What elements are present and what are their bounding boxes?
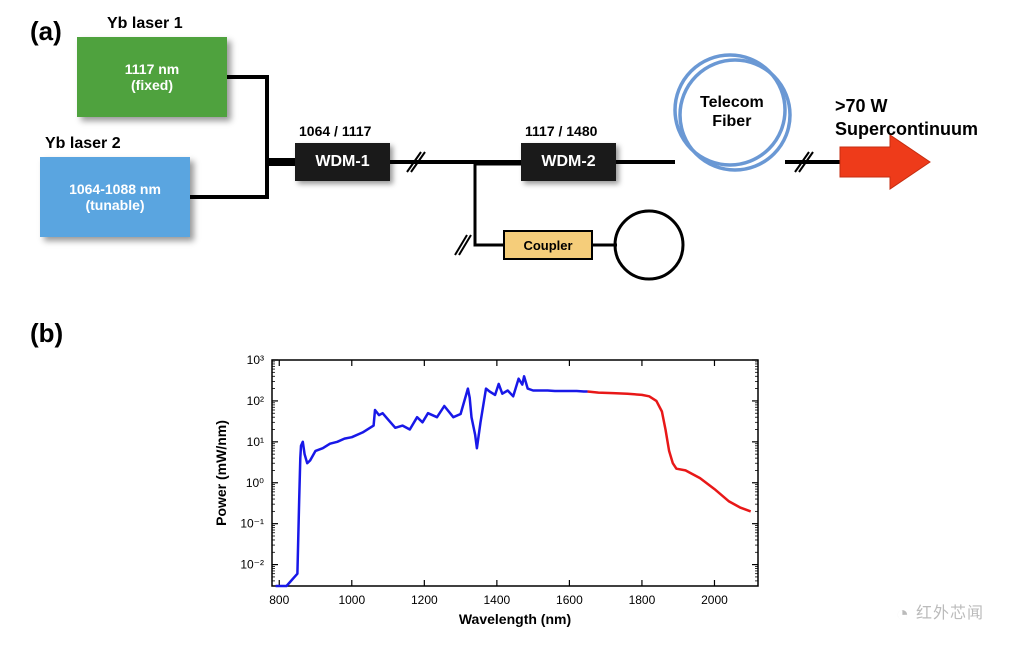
svg-text:Power (mW/nm): Power (mW/nm) (213, 420, 229, 526)
svg-text:1200: 1200 (411, 593, 438, 607)
svg-text:10⁰: 10⁰ (246, 476, 264, 490)
svg-text:1400: 1400 (484, 593, 511, 607)
svg-text:10²: 10² (247, 394, 264, 408)
svg-text:10³: 10³ (247, 353, 264, 367)
wdm1-box: WDM-1 (295, 143, 390, 181)
wdm2-box: WDM-2 (521, 143, 616, 181)
diagram-lines (35, 25, 975, 305)
diagram-a: Yb laser 1 1117 nm (fixed) Yb laser 2 10… (35, 25, 975, 305)
svg-text:10⁻²: 10⁻² (240, 558, 264, 572)
svg-text:2000: 2000 (701, 593, 728, 607)
watermark: ◔红外芯闻 (896, 599, 984, 627)
coupler-box: Coupler (503, 230, 593, 260)
panel-b-label: (b) (30, 318, 63, 349)
svg-text:1800: 1800 (629, 593, 656, 607)
svg-text:10¹: 10¹ (247, 435, 264, 449)
output-label: >70 W Supercontinuum (835, 95, 978, 142)
svg-text:Wavelength (nm): Wavelength (nm) (459, 611, 571, 627)
svg-text:1000: 1000 (338, 593, 365, 607)
output-power: >70 W (835, 96, 888, 116)
wdm1-ratio: 1064 / 1117 (299, 123, 371, 139)
chart-b: 800 1000 1200 1400 1600 1800 2000 10⁻² 10⁻¹ 10⁰ 10… (210, 350, 770, 630)
output-type: Supercontinuum (835, 119, 978, 139)
watermark-text: 红外芯闻 (916, 605, 984, 622)
svg-text:1600: 1600 (556, 593, 583, 607)
telecom-label: Telecom Fiber (700, 93, 764, 131)
chart-svg: 800 1000 1200 1400 1600 1800 2000 10⁻² 10⁻¹ 10⁰ 10… (210, 350, 770, 630)
svg-text:800: 800 (269, 593, 289, 607)
svg-text:10⁻¹: 10⁻¹ (240, 517, 264, 531)
wdm2-ratio: 1117 / 1480 (525, 123, 597, 139)
